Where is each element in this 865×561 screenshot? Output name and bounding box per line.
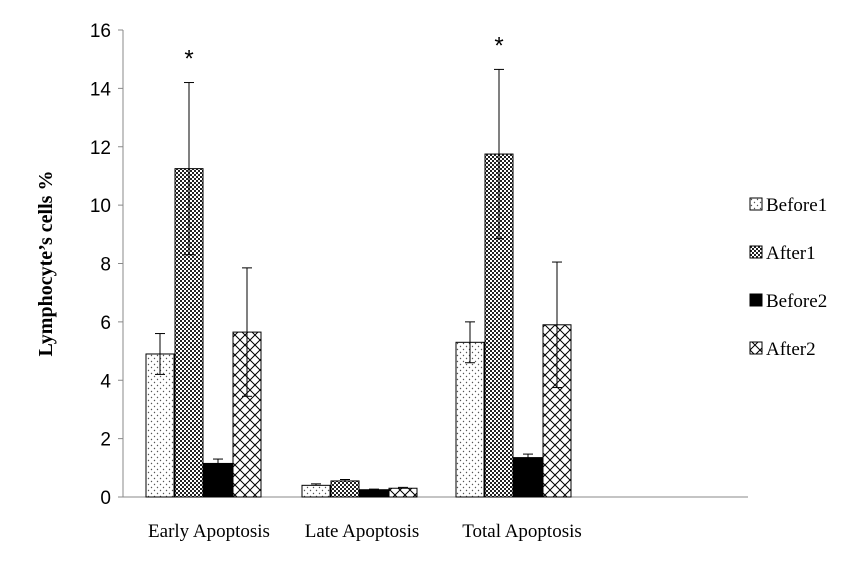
- bar: [513, 457, 543, 498]
- bar: [145, 353, 175, 498]
- bars: [145, 153, 572, 498]
- y-tick-label: 14: [90, 79, 112, 100]
- legend-label: Before1: [766, 195, 827, 216]
- y-tick-label: 2: [100, 430, 111, 451]
- legend: Before1 After1 Before2 After2: [749, 195, 827, 360]
- axes: 0 2 4 6 8 10 12 14 16: [90, 21, 748, 509]
- legend-label: After1: [766, 243, 816, 264]
- y-axis-title: Lymphocyte’s cells %: [35, 171, 57, 357]
- x-tick-label: Late Apoptosis: [305, 521, 420, 542]
- y-tick-label: 8: [100, 255, 111, 276]
- y-tick-label: 0: [100, 488, 111, 509]
- y-tick-label: 6: [100, 313, 111, 334]
- y-tick-label: 4: [100, 371, 111, 392]
- error-bars: [155, 68, 562, 490]
- legend-swatch: [749, 245, 763, 259]
- bar: [330, 480, 360, 498]
- significance-marker: *: [494, 32, 503, 59]
- legend-label: Before2: [766, 291, 827, 312]
- legend-swatch: [749, 197, 763, 211]
- legend-swatch: [749, 341, 763, 355]
- y-tick-label: 12: [90, 138, 111, 159]
- y-tick-label: 16: [90, 21, 111, 42]
- x-tick-label: Early Apoptosis: [148, 521, 270, 542]
- bar: [388, 487, 418, 498]
- bar: [203, 462, 233, 498]
- y-tick-label: 10: [90, 196, 111, 217]
- bar: [455, 341, 485, 498]
- bar: [359, 489, 389, 498]
- bar: [301, 484, 331, 498]
- labels: Lymphocyte’s cells % Early Apoptosis Late …: [35, 32, 582, 542]
- significance-marker: *: [184, 46, 193, 73]
- legend-swatch: [749, 293, 763, 307]
- legend-label: After2: [766, 339, 816, 360]
- x-tick-label: Total Apoptosis: [462, 521, 582, 542]
